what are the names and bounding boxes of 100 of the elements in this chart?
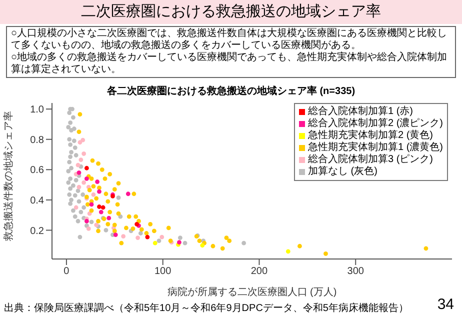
point <box>148 222 153 226</box>
point <box>242 240 246 246</box>
point <box>97 189 102 194</box>
point <box>106 199 110 204</box>
point <box>68 186 73 191</box>
point <box>102 176 108 181</box>
point <box>91 184 96 188</box>
x-tick-label: 200 <box>250 266 268 278</box>
point <box>97 204 102 209</box>
point <box>116 211 121 216</box>
point <box>78 112 82 117</box>
y-tick-label: 0.2 <box>30 226 44 237</box>
point <box>90 158 95 163</box>
point <box>152 228 156 234</box>
point <box>68 202 73 206</box>
point <box>78 234 82 240</box>
point <box>89 176 94 181</box>
point <box>227 238 232 244</box>
point <box>96 228 100 234</box>
point <box>116 195 121 200</box>
point <box>96 161 100 166</box>
y-tick-label: 0.6 <box>30 165 44 176</box>
text: 34 <box>437 296 454 314</box>
point <box>84 176 89 181</box>
point <box>152 240 158 246</box>
point <box>71 208 76 213</box>
point <box>89 202 94 207</box>
point <box>68 120 73 125</box>
point <box>66 125 71 130</box>
point <box>156 238 162 244</box>
point <box>69 198 74 202</box>
point <box>121 234 126 238</box>
x-tick-label: 300 <box>347 266 364 278</box>
point <box>89 208 94 213</box>
point <box>182 240 188 246</box>
x-tick-label: 100 <box>154 266 172 278</box>
point <box>86 226 91 231</box>
point <box>91 192 96 197</box>
point <box>104 228 108 232</box>
point <box>178 236 182 240</box>
point <box>78 210 84 214</box>
point <box>197 238 202 244</box>
point <box>72 214 78 219</box>
point <box>80 138 86 142</box>
point <box>130 226 136 231</box>
point <box>108 210 112 214</box>
point <box>126 214 132 219</box>
point <box>74 178 78 182</box>
chart-title: 二次医療圏における救急搬送の地域シェア率 <box>0 0 462 24</box>
point <box>220 246 225 251</box>
point <box>68 142 73 147</box>
point <box>82 152 86 156</box>
point <box>286 249 290 254</box>
point <box>132 192 136 196</box>
y-tick-label: 0.4 <box>30 195 44 206</box>
point <box>94 196 99 201</box>
point <box>66 180 71 185</box>
point <box>224 236 229 240</box>
point <box>84 166 89 170</box>
point <box>116 181 121 186</box>
point <box>89 220 94 224</box>
legend-label: 加算なし (灰色) <box>308 166 378 178</box>
point <box>85 202 90 207</box>
point <box>71 183 76 188</box>
legend-label: 総合入院体制加算1 (赤) <box>308 106 413 118</box>
point <box>96 218 100 224</box>
point <box>76 130 82 134</box>
point <box>76 199 82 204</box>
point <box>74 153 78 158</box>
point <box>100 205 106 210</box>
point <box>106 222 110 226</box>
point <box>124 226 128 230</box>
point <box>106 216 112 220</box>
x-tick-label: 0 <box>64 266 70 278</box>
point <box>100 167 104 172</box>
x-axis-title: 病院が所属する二次医療圏人口 (万人) <box>167 286 337 298</box>
point <box>72 138 76 144</box>
legend-label: 急性期充実体制加算1 (濃黄色) <box>308 142 443 154</box>
y-axis-title: 救急搬送件数の地域シェア率 <box>2 111 15 242</box>
point <box>78 140 82 145</box>
point <box>104 192 108 196</box>
point <box>66 168 71 174</box>
point <box>95 180 100 184</box>
point <box>136 236 140 240</box>
point <box>144 231 149 236</box>
point <box>76 162 80 168</box>
point <box>112 222 117 228</box>
point <box>69 128 74 132</box>
point <box>298 244 302 248</box>
point <box>69 166 74 170</box>
point <box>160 234 164 240</box>
legend-label: 総合入院体制加算2 (濃ピンク) <box>308 118 443 130</box>
point <box>67 110 72 116</box>
point <box>108 172 112 176</box>
point <box>74 205 78 210</box>
point <box>71 115 76 120</box>
text: ○地域の多くの救急搬送をカバーしている医療機関であっても、急性期充実体制や総合入院体制加算は算定されていない。 <box>11 52 448 76</box>
point <box>112 187 117 192</box>
point <box>76 218 80 224</box>
point <box>424 246 428 251</box>
